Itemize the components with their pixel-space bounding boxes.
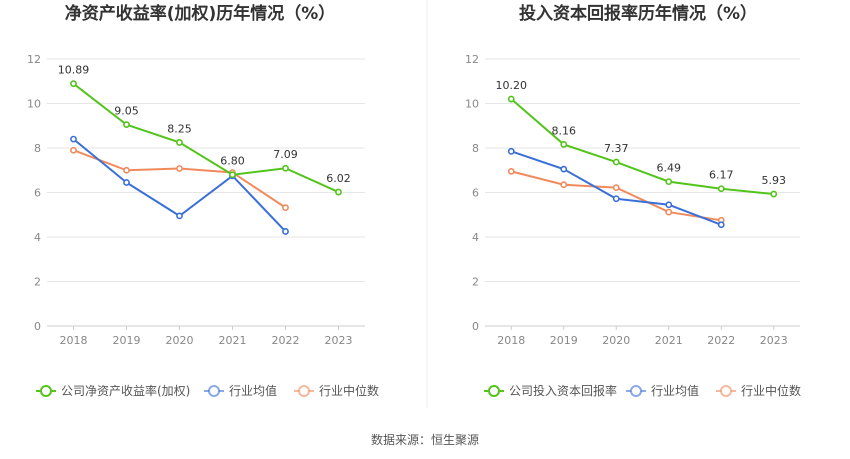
chart-panel-2: 投入资本回报率历年情况（%） 0 2 4 6 8 10 12 2018 2019 2020 2021 2… <box>465 3 801 398</box>
y-tick-label: 2 <box>34 276 41 289</box>
x-tick-label: 2022 <box>707 334 735 347</box>
data-point <box>70 80 77 88</box>
y-tick-label: 6 <box>472 187 479 200</box>
legend-label: 行业均值 <box>651 383 699 398</box>
data-point <box>612 158 620 166</box>
data-point <box>770 190 778 198</box>
data-point <box>665 208 673 216</box>
data-label: 6.49 <box>657 162 682 175</box>
legend-swatch-marker <box>720 385 732 397</box>
data-label: 6.17 <box>709 169 734 182</box>
y-tick-label: 10 <box>27 98 41 111</box>
data-point <box>123 166 130 174</box>
data-point <box>229 171 236 179</box>
legend-label: 行业中位数 <box>741 383 801 398</box>
chart-panel-1: 净资产收益率(加权)历年情况（%） 0 2 4 6 8 10 12 2018 2019 2020 20… <box>27 3 379 398</box>
y-tick-label: 8 <box>34 142 41 155</box>
data-point <box>335 188 342 196</box>
data-point <box>176 139 183 146</box>
data-point <box>70 146 77 154</box>
data-point <box>123 179 130 186</box>
y-tick-label: 0 <box>34 320 41 333</box>
legend-swatch-marker <box>208 385 220 397</box>
data-label: 10.20 <box>496 79 528 92</box>
data-point <box>560 181 568 189</box>
legend-item-2: 行业均值 <box>204 383 277 398</box>
data-point <box>665 178 673 185</box>
legend-item-1: 公司净资产收益率(加权) <box>36 383 190 398</box>
legend-label: 公司投入资本回报率 <box>509 383 617 398</box>
data-point <box>665 201 673 209</box>
legend-item-2: 行业均值 <box>626 383 699 398</box>
legend-label: 公司净资产收益率(加权) <box>61 383 190 398</box>
x-tick-label: 2020 <box>166 334 194 347</box>
x-tick-label: 2019 <box>550 334 578 347</box>
y-tick-label: 10 <box>465 98 479 111</box>
data-label: 7.37 <box>604 142 629 155</box>
legend-item-3: 行业中位数 <box>294 383 379 398</box>
data-point <box>612 184 620 192</box>
data-label: 8.25 <box>167 122 192 135</box>
data-label: 7.09 <box>273 148 298 161</box>
data-point <box>612 195 620 203</box>
y-tick-label: 4 <box>34 231 41 244</box>
legend-item-1: 公司投入资本回报率 <box>484 383 617 398</box>
legend-swatch-marker <box>298 385 310 397</box>
data-point <box>507 167 515 175</box>
x-tick-label: 2020 <box>602 334 630 347</box>
legend-label: 行业中位数 <box>319 383 379 398</box>
data-point <box>176 212 183 220</box>
data-label: 8.16 <box>552 124 577 137</box>
data-point <box>507 95 515 103</box>
chart-title: 净资产收益率(加权)历年情况（%） <box>65 3 336 24</box>
x-tick-label: 2022 <box>272 334 300 347</box>
x-tick-label: 2021 <box>655 334 683 347</box>
x-tick-label: 2018 <box>60 334 88 347</box>
legend-swatch-marker <box>488 385 500 397</box>
y-tick-label: 2 <box>472 276 479 289</box>
y-tick-label: 12 <box>27 53 41 66</box>
legend-swatch-marker <box>630 385 642 397</box>
x-tick-label: 2018 <box>497 334 525 347</box>
legend-item-3: 行业中位数 <box>716 383 801 398</box>
data-point <box>560 141 568 148</box>
data-point <box>123 121 130 129</box>
data-point <box>282 164 289 172</box>
data-label: 9.05 <box>114 105 139 118</box>
y-tick-label: 6 <box>34 187 41 200</box>
legend-swatch-marker <box>40 385 52 397</box>
data-point <box>282 204 289 212</box>
data-point <box>717 221 725 229</box>
chart-title: 投入资本回报率历年情况（%） <box>519 3 757 24</box>
data-point <box>70 135 77 143</box>
x-tick-label: 2021 <box>219 334 247 347</box>
source-note: 数据来源：恒生聚源 <box>371 432 479 447</box>
series-line-1 <box>72 82 339 193</box>
y-tick-label: 12 <box>465 53 479 66</box>
legend-label: 行业均值 <box>229 383 277 398</box>
x-tick-label: 2023 <box>325 334 353 347</box>
data-label: 5.93 <box>762 174 787 187</box>
data-point <box>717 185 725 193</box>
series-line-1 <box>510 98 774 196</box>
x-tick-label: 2023 <box>760 334 788 347</box>
data-label: 6.02 <box>326 172 351 185</box>
data-point <box>282 228 289 235</box>
x-tick-label: 2019 <box>113 334 141 347</box>
data-point <box>507 147 515 155</box>
y-tick-label: 8 <box>472 142 479 155</box>
y-tick-label: 0 <box>472 320 479 333</box>
data-label: 10.89 <box>58 64 90 77</box>
data-label: 6.80 <box>220 155 245 168</box>
data-point <box>176 165 183 172</box>
y-tick-label: 4 <box>472 231 479 244</box>
data-point <box>560 165 568 173</box>
